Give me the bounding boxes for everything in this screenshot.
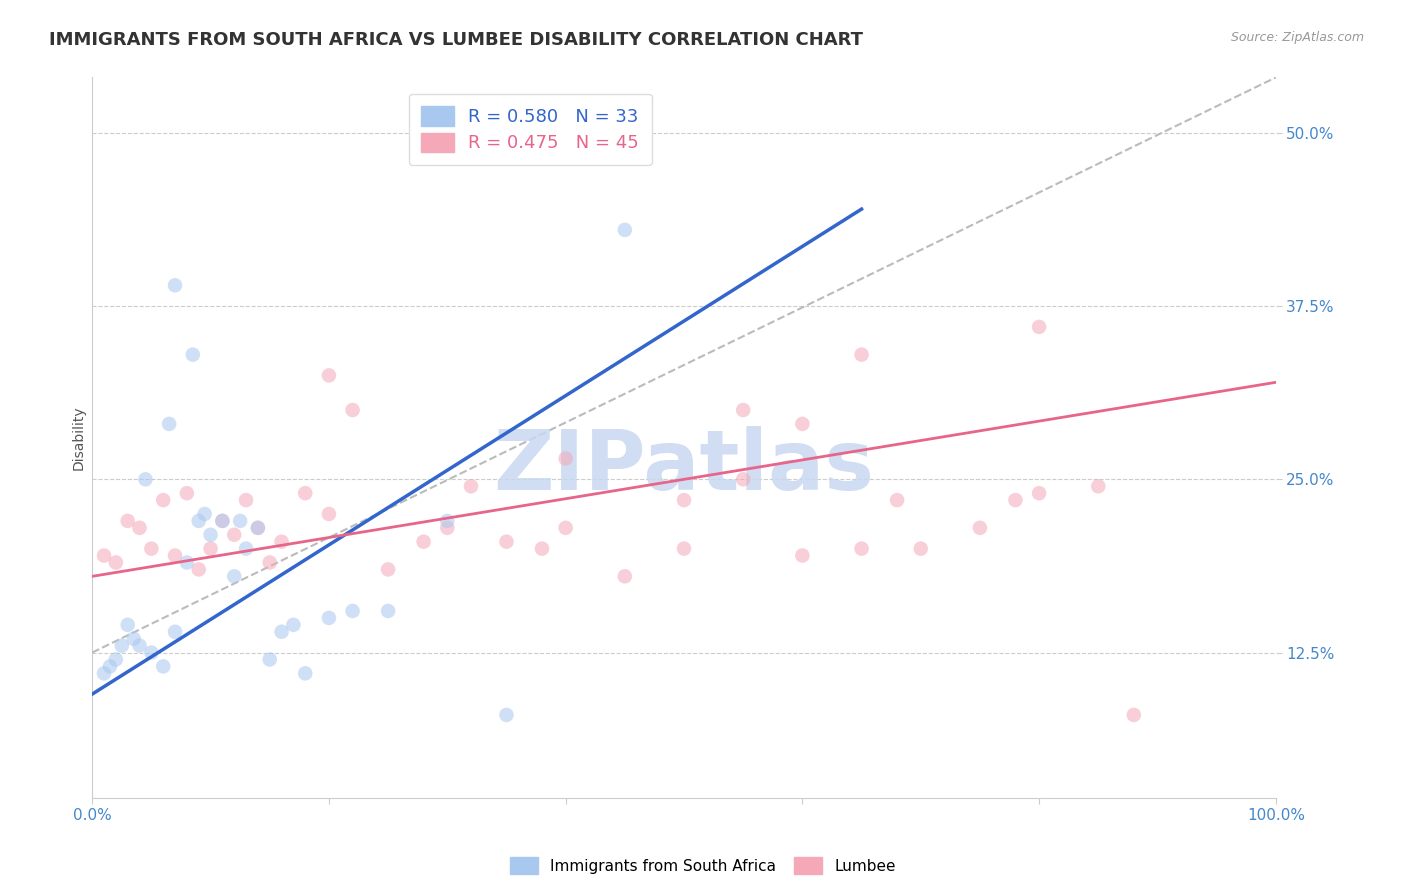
Point — [436, 521, 458, 535]
Point — [259, 652, 281, 666]
Y-axis label: Disability: Disability — [72, 406, 86, 470]
Legend: Immigrants from South Africa, Lumbee: Immigrants from South Africa, Lumbee — [505, 851, 901, 880]
Point — [200, 528, 222, 542]
Point — [910, 541, 932, 556]
Point — [733, 403, 755, 417]
Point — [187, 514, 209, 528]
Point — [495, 534, 517, 549]
Legend: R = 0.580   N = 33, R = 0.475   N = 45: R = 0.580 N = 33, R = 0.475 N = 45 — [409, 94, 651, 165]
Point — [128, 639, 150, 653]
Point — [342, 403, 364, 417]
Point — [141, 541, 163, 556]
Point — [163, 278, 186, 293]
Point — [530, 541, 553, 556]
Point — [134, 472, 156, 486]
Point — [104, 652, 127, 666]
Point — [200, 541, 222, 556]
Point — [157, 417, 180, 431]
Point — [851, 348, 873, 362]
Point — [792, 417, 814, 431]
Point — [377, 604, 399, 618]
Point — [111, 639, 134, 653]
Point — [117, 514, 139, 528]
Text: ZIPatlas: ZIPatlas — [494, 426, 875, 507]
Point — [886, 493, 908, 508]
Point — [294, 486, 316, 500]
Point — [235, 541, 257, 556]
Point — [1004, 493, 1026, 508]
Point — [318, 368, 340, 383]
Point — [93, 666, 115, 681]
Point — [672, 541, 695, 556]
Point — [1028, 486, 1050, 500]
Point — [270, 624, 292, 639]
Point — [412, 534, 434, 549]
Point — [152, 659, 174, 673]
Point — [176, 556, 198, 570]
Point — [1028, 319, 1050, 334]
Point — [259, 556, 281, 570]
Point — [554, 521, 576, 535]
Point — [224, 569, 246, 583]
Point — [117, 617, 139, 632]
Point — [318, 611, 340, 625]
Point — [128, 521, 150, 535]
Point — [122, 632, 145, 646]
Point — [495, 707, 517, 722]
Point — [141, 646, 163, 660]
Point — [211, 514, 233, 528]
Point — [1087, 479, 1109, 493]
Point — [436, 514, 458, 528]
Text: IMMIGRANTS FROM SOUTH AFRICA VS LUMBEE DISABILITY CORRELATION CHART: IMMIGRANTS FROM SOUTH AFRICA VS LUMBEE D… — [49, 31, 863, 49]
Point — [163, 624, 186, 639]
Point — [246, 521, 269, 535]
Point — [733, 472, 755, 486]
Point — [98, 659, 121, 673]
Point — [851, 541, 873, 556]
Point — [672, 493, 695, 508]
Point — [224, 528, 246, 542]
Point — [270, 534, 292, 549]
Point — [194, 507, 217, 521]
Point — [181, 348, 204, 362]
Point — [93, 549, 115, 563]
Point — [235, 493, 257, 508]
Text: Source: ZipAtlas.com: Source: ZipAtlas.com — [1230, 31, 1364, 45]
Point — [229, 514, 252, 528]
Point — [294, 666, 316, 681]
Point — [1122, 707, 1144, 722]
Point — [283, 617, 305, 632]
Point — [176, 486, 198, 500]
Point — [163, 549, 186, 563]
Point — [377, 562, 399, 576]
Point — [318, 507, 340, 521]
Point — [152, 493, 174, 508]
Point — [211, 514, 233, 528]
Point — [104, 556, 127, 570]
Point — [969, 521, 991, 535]
Point — [246, 521, 269, 535]
Point — [187, 562, 209, 576]
Point — [792, 549, 814, 563]
Point — [613, 223, 636, 237]
Point — [342, 604, 364, 618]
Point — [554, 451, 576, 466]
Point — [460, 479, 482, 493]
Point — [613, 569, 636, 583]
